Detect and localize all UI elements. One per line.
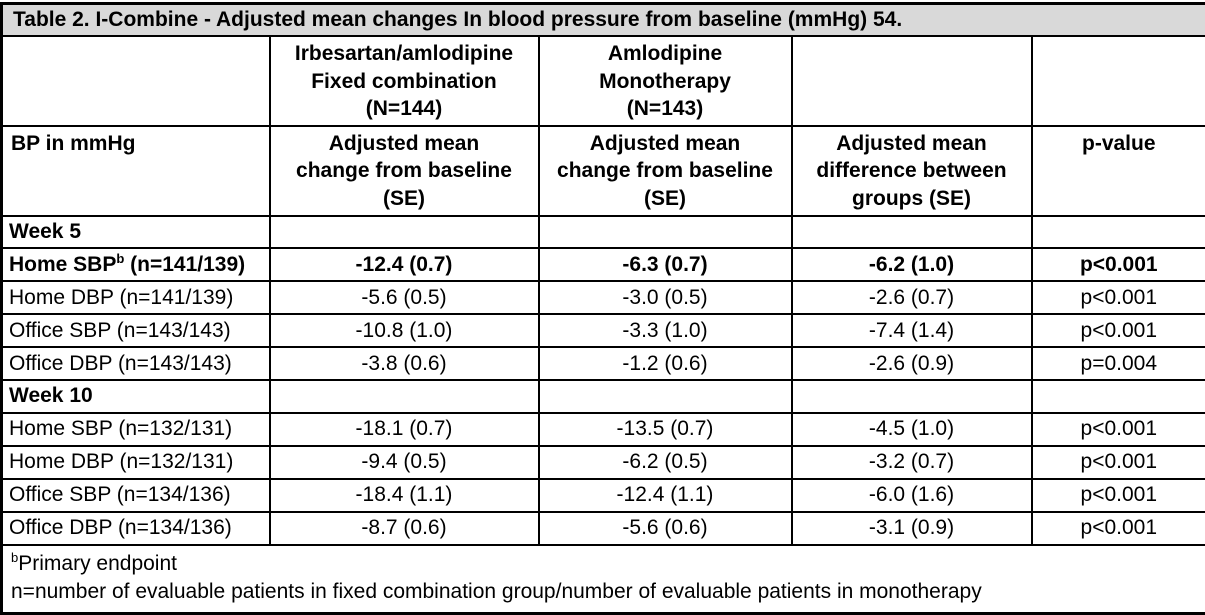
value-p-value: p<0.001 [1032, 281, 1205, 314]
value-fixed-combination: -12.4 (0.7) [270, 248, 539, 281]
row-label-text: Home SBP [9, 253, 116, 276]
value-difference: -3.1 (0.9) [792, 512, 1032, 545]
header-empty-cell [1032, 36, 1205, 126]
value-p-value: p<0.001 [1032, 446, 1205, 479]
footnote-primary-endpoint-text: Primary endpoint [18, 552, 177, 575]
value-p-value: p<0.001 [1032, 512, 1205, 545]
value-monotherapy: -3.3 (1.0) [539, 314, 792, 347]
row-label-n-counts: (n=141/139) [124, 253, 245, 276]
empty-cell [792, 216, 1032, 248]
row-label: Home SBPb (n=141/139) [2, 248, 270, 281]
value-fixed-combination: -3.8 (0.6) [270, 347, 539, 380]
section-row-week-5: Week 5 [2, 216, 1205, 248]
table-row-home-dbp-week5: Home DBP (n=141/139) -5.6 (0.5) -3.0 (0.… [2, 281, 1205, 314]
header-treatment-fixed-combination: Irbesartan/amlodipine Fixed combination … [270, 36, 539, 126]
table-title-row: Table 2. I-Combine - Adjusted mean chang… [2, 4, 1205, 37]
value-p-value: p<0.001 [1032, 314, 1205, 347]
value-difference: -2.6 (0.9) [792, 347, 1032, 380]
value-monotherapy: -12.4 (1.1) [539, 479, 792, 512]
empty-cell [1032, 380, 1205, 412]
value-difference: -6.0 (1.6) [792, 479, 1032, 512]
empty-cell [270, 216, 539, 248]
table-row-home-dbp-week10: Home DBP (n=132/131) -9.4 (0.5) -6.2 (0.… [2, 446, 1205, 479]
row-label: Home DBP (n=132/131) [2, 446, 270, 479]
footnotes-row: bPrimary endpoint n=number of evaluable … [2, 545, 1205, 614]
empty-cell [1032, 216, 1205, 248]
row-label: Home DBP (n=141/139) [2, 281, 270, 314]
value-p-value: p<0.001 [1032, 479, 1205, 512]
value-p-value: p=0.004 [1032, 347, 1205, 380]
table-title: Table 2. I-Combine - Adjusted mean chang… [2, 4, 1205, 37]
footnote-primary-endpoint: bPrimary endpoint [11, 550, 1197, 578]
value-fixed-combination: -5.6 (0.5) [270, 281, 539, 314]
header-empty-cell [792, 36, 1032, 126]
measure-header-row: BP in mmHg Adjusted mean change from bas… [2, 126, 1205, 216]
value-fixed-combination: -8.7 (0.6) [270, 512, 539, 545]
row-label: Office SBP (n=134/136) [2, 479, 270, 512]
table-row-office-dbp-week5: Office DBP (n=143/143) -3.8 (0.6) -1.2 (… [2, 347, 1205, 380]
value-monotherapy: -13.5 (0.7) [539, 413, 792, 446]
row-label: Office DBP (n=143/143) [2, 347, 270, 380]
footnote-n-definition: n=number of evaluable patients in fixed … [11, 578, 1197, 606]
row-label: Office SBP (n=143/143) [2, 314, 270, 347]
value-monotherapy: -3.0 (0.5) [539, 281, 792, 314]
value-fixed-combination: -18.4 (1.1) [270, 479, 539, 512]
row-label: Office DBP (n=134/136) [2, 512, 270, 545]
section-label: Week 10 [2, 380, 270, 412]
value-p-value: p<0.001 [1032, 248, 1205, 281]
value-fixed-combination: -9.4 (0.5) [270, 446, 539, 479]
value-difference: -3.2 (0.7) [792, 446, 1032, 479]
header-bp-in-mmhg: BP in mmHg [2, 126, 270, 216]
value-difference: -7.4 (1.4) [792, 314, 1032, 347]
value-difference: -2.6 (0.7) [792, 281, 1032, 314]
header-adjusted-mean-change-fixed: Adjusted mean change from baseline (SE) [270, 126, 539, 216]
value-difference: -4.5 (1.0) [792, 413, 1032, 446]
empty-cell [539, 216, 792, 248]
treatment-header-row: Irbesartan/amlodipine Fixed combination … [2, 36, 1205, 126]
section-row-week-10: Week 10 [2, 380, 1205, 412]
header-adjusted-mean-difference: Adjusted mean difference between groups … [792, 126, 1032, 216]
table-row-office-sbp-week5: Office SBP (n=143/143) -10.8 (1.0) -3.3 … [2, 314, 1205, 347]
section-label: Week 5 [2, 216, 270, 248]
value-p-value: p<0.001 [1032, 413, 1205, 446]
header-adjusted-mean-change-mono: Adjusted mean change from baseline (SE) [539, 126, 792, 216]
row-label: Home SBP (n=132/131) [2, 413, 270, 446]
table-row-home-sbp-week5: Home SBPb (n=141/139) -12.4 (0.7) -6.3 (… [2, 248, 1205, 281]
value-monotherapy: -6.3 (0.7) [539, 248, 792, 281]
table-row-home-sbp-week10: Home SBP (n=132/131) -18.1 (0.7) -13.5 (… [2, 413, 1205, 446]
value-monotherapy: -1.2 (0.6) [539, 347, 792, 380]
value-difference: -6.2 (1.0) [792, 248, 1032, 281]
value-monotherapy: -6.2 (0.5) [539, 446, 792, 479]
value-monotherapy: -5.6 (0.6) [539, 512, 792, 545]
header-p-value: p-value [1032, 126, 1205, 216]
value-fixed-combination: -18.1 (0.7) [270, 413, 539, 446]
footnotes-cell: bPrimary endpoint n=number of evaluable … [2, 545, 1205, 614]
header-empty-cell [2, 36, 270, 126]
empty-cell [539, 380, 792, 412]
table-row-office-sbp-week10: Office SBP (n=134/136) -18.4 (1.1) -12.4… [2, 479, 1205, 512]
header-treatment-monotherapy: Amlodipine Monotherapy (N=143) [539, 36, 792, 126]
table-row-office-dbp-week10: Office DBP (n=134/136) -8.7 (0.6) -5.6 (… [2, 512, 1205, 545]
empty-cell [792, 380, 1032, 412]
value-fixed-combination: -10.8 (1.0) [270, 314, 539, 347]
empty-cell [270, 380, 539, 412]
